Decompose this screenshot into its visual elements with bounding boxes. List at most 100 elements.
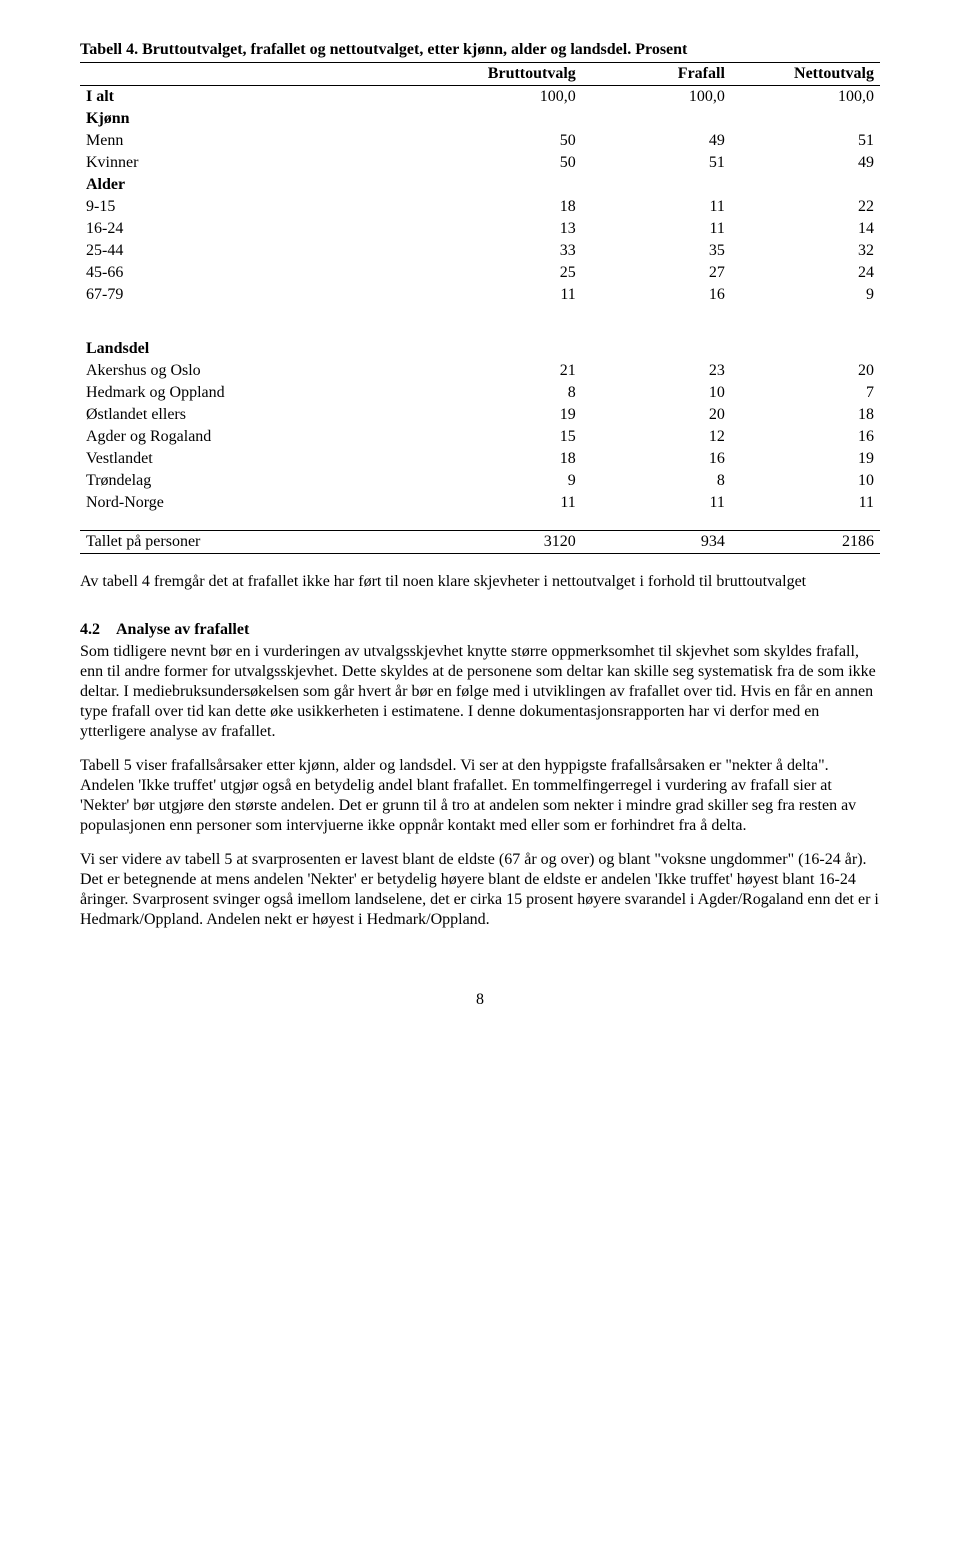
col-header: Bruttoutvalg [433,63,582,86]
row-label: 16-24 [80,218,433,240]
cell-value: 25 [433,262,582,284]
cell-value: 18 [731,404,880,426]
cell-value: 23 [582,360,731,382]
table-row: Landsdel [80,338,880,360]
section-label: Kjønn [80,108,880,130]
cell-value: 20 [731,360,880,382]
table-row: Agder og Rogaland151216 [80,426,880,448]
table-row [80,306,880,322]
table-header-row: Bruttoutvalg Frafall Nettoutvalg [80,63,880,86]
cell-value: 13 [433,218,582,240]
cell-value: 16 [582,448,731,470]
row-label: Akershus og Oslo [80,360,433,382]
cell-value: 8 [433,382,582,404]
cell-value: 11 [582,492,731,514]
paragraph: Tabell 5 viser frafallsårsaker etter kjø… [80,756,880,836]
cell-value: 20 [582,404,731,426]
row-label: Østlandet ellers [80,404,433,426]
cell-value: 9 [433,470,582,492]
section-heading: 4.2Analyse av frafallet [80,620,880,640]
paragraph: Vi ser videre av tabell 5 at svarprosent… [80,850,880,930]
paragraph: Av tabell 4 fremgår det at frafallet ikk… [80,572,880,592]
cell-value: 16 [582,284,731,306]
table-row: I alt100,0100,0100,0 [80,86,880,109]
col-header: Frafall [582,63,731,86]
cell-value: 11 [731,492,880,514]
cell-value: 22 [731,196,880,218]
table-row: 25-44333532 [80,240,880,262]
row-label: 25-44 [80,240,433,262]
cell-value: 18 [433,448,582,470]
cell-value: 9 [731,284,880,306]
table-row: Alder [80,174,880,196]
table-row: Akershus og Oslo212320 [80,360,880,382]
cell-value: 24 [731,262,880,284]
row-label: I alt [80,86,433,109]
table-row: Trøndelag9810 [80,470,880,492]
cell-value: 11 [582,196,731,218]
row-label: Kvinner [80,152,433,174]
row-label: Menn [80,130,433,152]
table-row: 45-66252724 [80,262,880,284]
cell-value: 27 [582,262,731,284]
table-row [80,322,880,338]
page-number: 8 [80,990,880,1010]
cell-value: 51 [731,130,880,152]
table-row: 16-24131114 [80,218,880,240]
row-label: Nord-Norge [80,492,433,514]
section-number: 4.2 [80,620,116,640]
table-row: Tallet på personer31209342186 [80,531,880,554]
col-header-blank [80,63,433,86]
row-label: Agder og Rogaland [80,426,433,448]
col-header: Nettoutvalg [731,63,880,86]
spacer-cell [80,306,880,322]
cell-value: 10 [731,470,880,492]
table-row: Nord-Norge111111 [80,492,880,514]
table-row: 67-7911169 [80,284,880,306]
table-row: Vestlandet181619 [80,448,880,470]
row-label: 45-66 [80,262,433,284]
cell-value: 11 [433,492,582,514]
cell-value: 49 [731,152,880,174]
table-row [80,514,880,531]
cell-value: 7 [731,382,880,404]
table-row: Menn504951 [80,130,880,152]
cell-value: 51 [582,152,731,174]
cell-value: 12 [582,426,731,448]
section-label: Alder [80,174,880,196]
row-label: Tallet på personer [80,531,433,554]
cell-value: 19 [731,448,880,470]
table-row: 9-15181122 [80,196,880,218]
row-label: Vestlandet [80,448,433,470]
cell-value: 100,0 [731,86,880,109]
cell-value: 21 [433,360,582,382]
cell-value: 50 [433,152,582,174]
row-label: 67-79 [80,284,433,306]
cell-value: 32 [731,240,880,262]
table-caption: Tabell 4. Bruttoutvalget, frafallet og n… [80,40,880,60]
row-label: Hedmark og Oppland [80,382,433,404]
cell-value: 100,0 [433,86,582,109]
cell-value: 100,0 [582,86,731,109]
spacer-cell [80,514,880,531]
cell-value: 50 [433,130,582,152]
cell-value: 11 [433,284,582,306]
table-row: Kvinner505149 [80,152,880,174]
cell-value: 11 [582,218,731,240]
cell-value: 2186 [731,531,880,554]
section-label: Landsdel [80,338,880,360]
cell-value: 934 [582,531,731,554]
spacer-cell [80,322,880,338]
cell-value: 15 [433,426,582,448]
data-table: Bruttoutvalg Frafall Nettoutvalg I alt10… [80,62,880,554]
cell-value: 19 [433,404,582,426]
cell-value: 10 [582,382,731,404]
cell-value: 35 [582,240,731,262]
paragraph: Som tidligere nevnt bør en i vurderingen… [80,642,880,742]
row-label: 9-15 [80,196,433,218]
cell-value: 33 [433,240,582,262]
table-row: Østlandet ellers192018 [80,404,880,426]
cell-value: 14 [731,218,880,240]
cell-value: 49 [582,130,731,152]
row-label: Trøndelag [80,470,433,492]
